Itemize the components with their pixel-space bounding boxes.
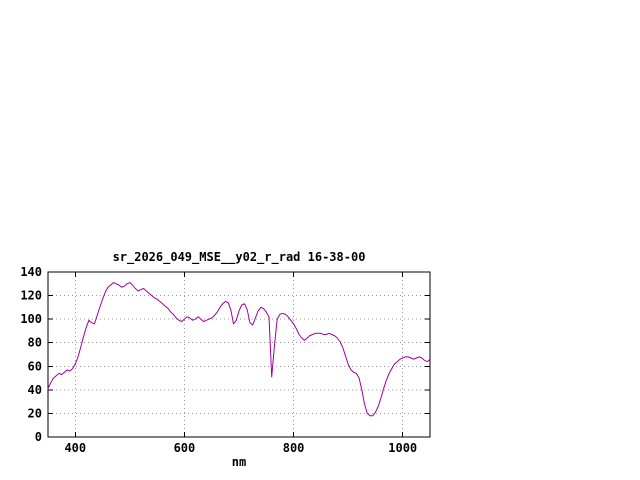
plot-border xyxy=(47,271,431,438)
spectrum-line xyxy=(47,282,431,417)
y-tick-label: 80 xyxy=(28,336,42,350)
y-tick-label: 140 xyxy=(20,265,42,279)
y-tick-label: 60 xyxy=(28,359,42,373)
x-tick-label: 1000 xyxy=(388,441,417,455)
x-tick-label: 600 xyxy=(174,441,196,455)
x-tick-label: 800 xyxy=(283,441,305,455)
x-axis-label: nm xyxy=(231,455,247,469)
chart-title: sr_2026_049_MSE__y02_r_rad 16-38-00 xyxy=(112,250,366,264)
x-tick-label: 400 xyxy=(64,441,86,455)
y-tick-label: 100 xyxy=(20,312,42,326)
y-tick-label: 40 xyxy=(28,383,42,397)
y-tick-label: 120 xyxy=(20,289,42,303)
y-tick-label: 20 xyxy=(28,406,42,420)
y-tick-label: 0 xyxy=(35,430,42,444)
